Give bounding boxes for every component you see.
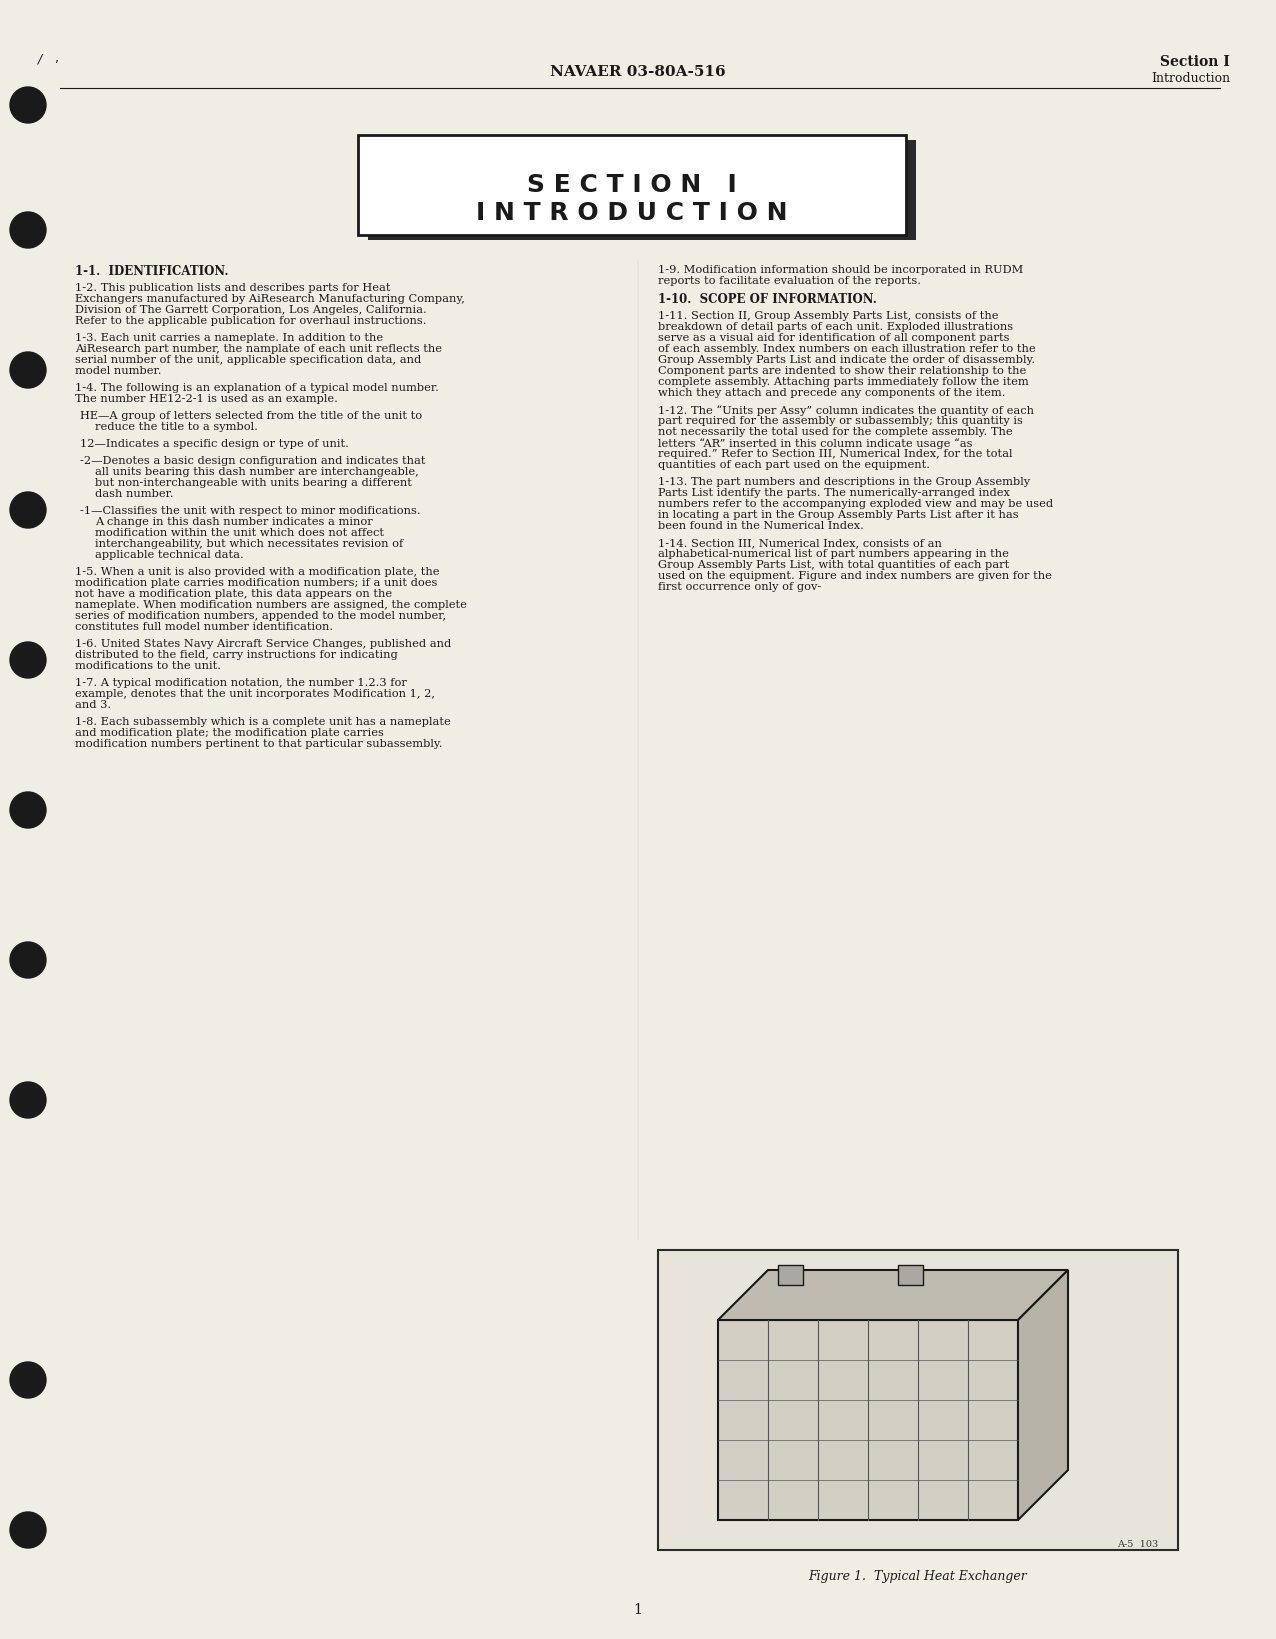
Circle shape (10, 352, 46, 388)
Text: 1-9. Modification information should be incorporated in RUDM: 1-9. Modification information should be … (658, 266, 1023, 275)
Circle shape (10, 642, 46, 679)
Bar (718, 1319, 1018, 1519)
Text: The number HE12-2-1 is used as an example.: The number HE12-2-1 is used as an exampl… (75, 393, 338, 403)
Text: which they attach and precede any components of the item.: which they attach and precede any compon… (658, 388, 1005, 398)
Text: 1-7. A typical modification notation, the number 1.2.3 for: 1-7. A typical modification notation, th… (75, 679, 407, 688)
Text: in locating a part in the Group Assembly Parts List after it has: in locating a part in the Group Assembly… (658, 510, 1018, 520)
Text: -1—Classifies the unit with respect to minor modifications.: -1—Classifies the unit with respect to m… (80, 506, 421, 516)
Text: 1-5. When a unit is also provided with a modification plate, the: 1-5. When a unit is also provided with a… (75, 567, 439, 577)
Bar (367, 139, 916, 239)
Text: dash number.: dash number. (94, 488, 174, 498)
Text: 1-6. United States Navy Aircraft Service Changes, published and: 1-6. United States Navy Aircraft Service… (75, 639, 452, 649)
Text: required.” Refer to Section III, Numerical Index, for the total: required.” Refer to Section III, Numeric… (658, 449, 1012, 459)
Text: NAVAER 03-80A-516: NAVAER 03-80A-516 (550, 66, 726, 79)
Text: Component parts are indented to show their relationship to the: Component parts are indented to show the… (658, 365, 1026, 375)
Bar (778, 1265, 803, 1285)
Polygon shape (718, 1270, 1068, 1319)
Text: modification numbers pertinent to that particular subassembly.: modification numbers pertinent to that p… (75, 739, 443, 749)
Text: 1-14. Section III, Numerical Index, consists of an: 1-14. Section III, Numerical Index, cons… (658, 538, 942, 547)
Text: S E C T I O N   I: S E C T I O N I (527, 174, 736, 197)
Text: not necessarily the total used for the complete assembly. The: not necessarily the total used for the c… (658, 428, 1013, 438)
Bar (658, 1251, 1178, 1550)
Circle shape (10, 1513, 46, 1547)
Text: Group Assembly Parts List and indicate the order of disassembly.: Group Assembly Parts List and indicate t… (658, 356, 1035, 365)
Text: used on the equipment. Figure and index numbers are given for the: used on the equipment. Figure and index … (658, 570, 1051, 580)
Text: part required for the assembly or subassembly; this quantity is: part required for the assembly or subass… (658, 416, 1023, 426)
Text: first occurrence only of gov-: first occurrence only of gov- (658, 582, 822, 592)
Text: Exchangers manufactured by AiResearch Manufacturing Company,: Exchangers manufactured by AiResearch Ma… (75, 293, 464, 303)
Text: Refer to the applicable publication for overhaul instructions.: Refer to the applicable publication for … (75, 316, 426, 326)
Text: Section I: Section I (1160, 56, 1230, 69)
Text: serial number of the unit, applicable specification data, and: serial number of the unit, applicable sp… (75, 356, 421, 365)
Text: quantities of each part used on the equipment.: quantities of each part used on the equi… (658, 461, 930, 470)
Text: complete assembly. Attaching parts immediately follow the item: complete assembly. Attaching parts immed… (658, 377, 1028, 387)
Polygon shape (1018, 1270, 1068, 1519)
Text: 1-13. The part numbers and descriptions in the Group Assembly: 1-13. The part numbers and descriptions … (658, 477, 1030, 487)
Text: and modification plate; the modification plate carries: and modification plate; the modification… (75, 728, 384, 738)
Circle shape (10, 942, 46, 978)
Bar (898, 1265, 923, 1285)
Text: alphabetical-numerical list of part numbers appearing in the: alphabetical-numerical list of part numb… (658, 549, 1009, 559)
Text: modifications to the unit.: modifications to the unit. (75, 661, 221, 670)
Text: 1: 1 (634, 1603, 642, 1618)
Text: 12—Indicates a specific design or type of unit.: 12—Indicates a specific design or type o… (80, 439, 348, 449)
Text: Group Assembly Parts List, with total quantities of each part: Group Assembly Parts List, with total qu… (658, 561, 1009, 570)
Circle shape (10, 1362, 46, 1398)
Text: reduce the title to a symbol.: reduce the title to a symbol. (94, 421, 258, 433)
Text: of each assembly. Index numbers on each illustration refer to the: of each assembly. Index numbers on each … (658, 344, 1036, 354)
Text: modification plate carries modification numbers; if a unit does: modification plate carries modification … (75, 579, 438, 588)
Text: example, denotes that the unit incorporates Modification 1, 2,: example, denotes that the unit incorpora… (75, 688, 435, 698)
Text: HE—A group of letters selected from the title of the unit to: HE—A group of letters selected from the … (80, 411, 422, 421)
Text: -2—Denotes a basic design configuration and indicates that: -2—Denotes a basic design configuration … (80, 456, 425, 465)
Text: all units bearing this dash number are interchangeable,: all units bearing this dash number are i… (94, 467, 419, 477)
Text: series of modification numbers, appended to the model number,: series of modification numbers, appended… (75, 611, 447, 621)
Text: not have a modification plate, this data appears on the: not have a modification plate, this data… (75, 588, 392, 598)
Text: nameplate. When modification numbers are assigned, the complete: nameplate. When modification numbers are… (75, 600, 467, 610)
Text: Introduction: Introduction (1151, 72, 1230, 85)
Text: A change in this dash number indicates a minor: A change in this dash number indicates a… (94, 516, 373, 528)
Text: letters “AR” inserted in this column indicate usage “as: letters “AR” inserted in this column ind… (658, 438, 972, 449)
Circle shape (10, 492, 46, 528)
Text: interchangeability, but which necessitates revision of: interchangeability, but which necessitat… (94, 539, 403, 549)
Circle shape (10, 87, 46, 123)
Text: /: / (38, 52, 42, 66)
Text: 1-11. Section II, Group Assembly Parts List, consists of the: 1-11. Section II, Group Assembly Parts L… (658, 311, 999, 321)
Text: serve as a visual aid for identification of all component parts: serve as a visual aid for identification… (658, 333, 1009, 343)
Text: 1-4. The following is an explanation of a typical model number.: 1-4. The following is an explanation of … (75, 384, 439, 393)
Text: Figure 1.  Typical Heat Exchanger: Figure 1. Typical Heat Exchanger (809, 1570, 1027, 1583)
Text: but non-interchangeable with units bearing a different: but non-interchangeable with units beari… (94, 479, 412, 488)
Text: and 3.: and 3. (75, 700, 111, 710)
Text: breakdown of detail parts of each unit. Exploded illustrations: breakdown of detail parts of each unit. … (658, 321, 1013, 333)
Text: Parts List identify the parts. The numerically-arranged index: Parts List identify the parts. The numer… (658, 488, 1009, 498)
Text: applicable technical data.: applicable technical data. (94, 551, 244, 561)
Text: 1-10.  SCOPE OF INFORMATION.: 1-10. SCOPE OF INFORMATION. (658, 293, 877, 306)
Text: A-5  103: A-5 103 (1116, 1541, 1159, 1549)
Circle shape (10, 792, 46, 828)
Text: been found in the Numerical Index.: been found in the Numerical Index. (658, 521, 864, 531)
Text: reports to facilitate evaluation of the reports.: reports to facilitate evaluation of the … (658, 275, 921, 285)
Text: model number.: model number. (75, 365, 162, 375)
Text: 1-1.  IDENTIFICATION.: 1-1. IDENTIFICATION. (75, 266, 228, 279)
Text: constitutes full model number identification.: constitutes full model number identifica… (75, 621, 333, 633)
Text: 1-8. Each subassembly which is a complete unit has a nameplate: 1-8. Each subassembly which is a complet… (75, 716, 450, 728)
Text: modification within the unit which does not affect: modification within the unit which does … (94, 528, 384, 538)
Text: ,: , (55, 52, 59, 66)
Text: I N T R O D U C T I O N: I N T R O D U C T I O N (476, 202, 787, 225)
Text: 1-12. The “Units per Assy” column indicates the quantity of each: 1-12. The “Units per Assy” column indica… (658, 405, 1034, 416)
Text: 1-2. This publication lists and describes parts for Heat: 1-2. This publication lists and describe… (75, 284, 390, 293)
Bar (359, 134, 906, 234)
Text: AiResearch part number, the namplate of each unit reflects the: AiResearch part number, the namplate of … (75, 344, 441, 354)
Text: distributed to the field, carry instructions for indicating: distributed to the field, carry instruct… (75, 651, 398, 661)
Text: 1-3. Each unit carries a nameplate. In addition to the: 1-3. Each unit carries a nameplate. In a… (75, 333, 383, 343)
Circle shape (10, 1082, 46, 1118)
Text: numbers refer to the accompanying exploded view and may be used: numbers refer to the accompanying explod… (658, 498, 1053, 510)
Text: Division of The Garrett Corporation, Los Angeles, California.: Division of The Garrett Corporation, Los… (75, 305, 426, 315)
Circle shape (10, 211, 46, 247)
